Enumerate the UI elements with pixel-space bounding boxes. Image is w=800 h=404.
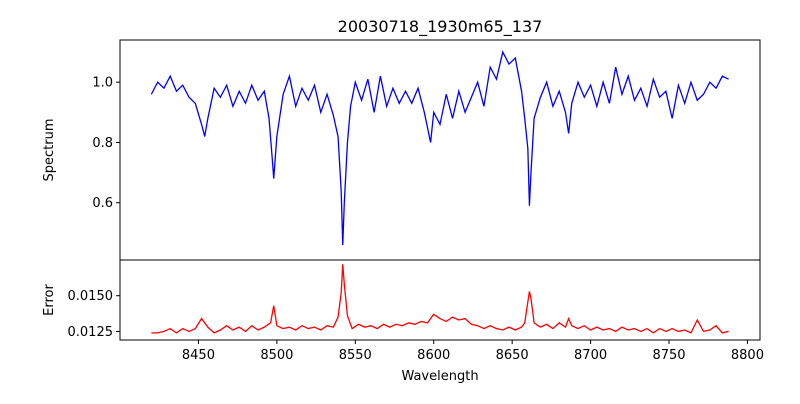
error-panel: 0.0125 0.0150 Error <box>42 259 761 341</box>
chart-title: 20030718_1930m65_137 <box>338 17 543 37</box>
x-tick-label: 8450 <box>182 348 215 363</box>
x-tick-label: 8550 <box>339 348 372 363</box>
x-tick-label: 8800 <box>731 348 764 363</box>
x-tick-label: 8500 <box>260 348 293 363</box>
x-axis-label: Wavelength <box>401 369 478 384</box>
spectrum-panel: 0.6 0.8 1.0 Spectrum <box>42 39 761 261</box>
spectrum-y-tick-label: 1.0 <box>92 76 113 91</box>
error-series-line <box>151 264 729 334</box>
error-axes-frame <box>119 259 761 341</box>
spectrum-y-axis-label: Spectrum <box>42 119 57 182</box>
x-tick-label: 8750 <box>652 348 685 363</box>
spectrum-y-ticks: 0.6 0.8 1.0 <box>92 76 120 211</box>
error-y-tick-label: 0.0125 <box>68 325 114 340</box>
x-tick-label: 8650 <box>496 348 529 363</box>
error-y-axis-label: Error <box>42 284 57 316</box>
error-y-tick-label: 0.0150 <box>68 289 114 304</box>
spectrum-axes-frame <box>119 39 761 261</box>
spectrum-y-tick-label: 0.8 <box>92 136 113 151</box>
x-axis-ticks: 8450 8500 8550 8600 8650 8700 8750 8800 <box>182 340 764 363</box>
x-tick-label: 8600 <box>417 348 450 363</box>
spectrum-series-line <box>150 50 729 245</box>
x-tick-label: 8700 <box>574 348 607 363</box>
error-y-ticks: 0.0125 0.0150 <box>68 289 120 340</box>
spectrum-y-tick-label: 0.6 <box>92 196 113 211</box>
